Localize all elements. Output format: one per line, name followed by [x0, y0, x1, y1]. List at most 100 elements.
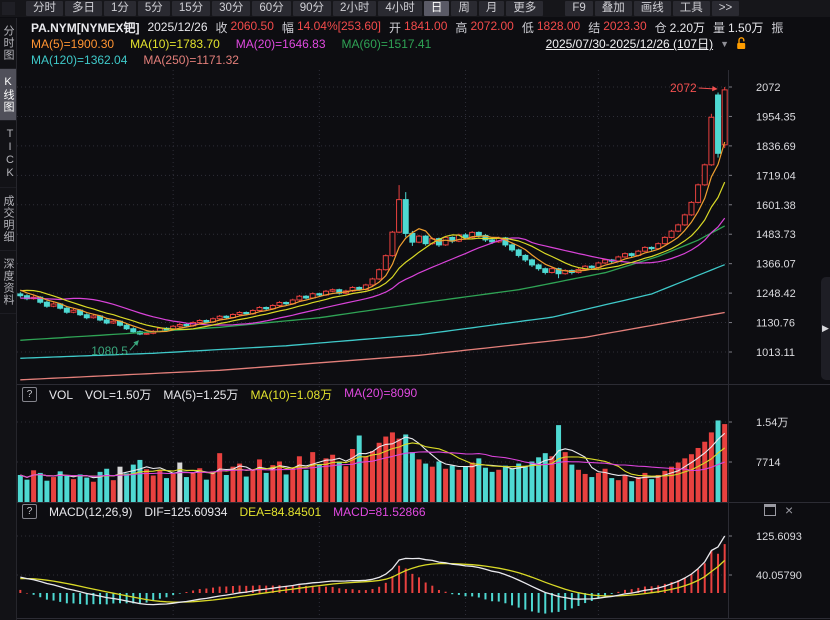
toolbar-button[interactable]: 30分: [212, 1, 251, 16]
sidebar-item[interactable]: 分时图: [0, 18, 16, 69]
toolbar-button[interactable]: 90分: [292, 1, 331, 16]
axis-label: 1130.76: [756, 318, 795, 330]
quote-field: 结 2023.30: [588, 19, 646, 35]
ma-legend-row-1: MA(5)=1900.30 MA(10)=1783.70 MA(20)=1646.8…: [17, 36, 830, 51]
toolbar-button[interactable]: 5分: [137, 1, 170, 16]
quote-field-label: 收: [215, 20, 228, 35]
app-corner-icon: [2, 2, 15, 15]
maximize-icon[interactable]: [764, 504, 776, 516]
toolbar-button[interactable]: 画线: [633, 1, 671, 16]
quote-fields: 收 2060.50 幅 14.04%[253.60] 开 1841.00 高 2072.00 低…: [216, 19, 787, 35]
close-icon[interactable]: ×: [785, 502, 794, 518]
quote-field: 低 1828.00: [522, 19, 580, 35]
indicator-value: DEA=84.84501: [239, 504, 322, 519]
toolbar-items: 分时 多日 1分 5分 15分 30分 60分 90分 2小时 4小时日周月更多 F9 叠加 画线 工具 >…: [26, 1, 740, 16]
quote-field-label: 低: [521, 20, 534, 35]
sidebar-item[interactable]: TICK: [0, 121, 16, 188]
axis-label: 1483.73: [756, 229, 796, 241]
indicator-value: MA(5)=1.25万: [163, 388, 239, 402]
date-range-block: 2025/07/30-2025/12/26 (107日) ▼: [546, 36, 830, 51]
quote-row: PA.NYM[NYMEX钯] 2025/12/26 收 2060.50 幅 14.04…: [17, 19, 830, 35]
toolbar-button[interactable]: F9: [565, 1, 593, 16]
quote-field-label: 量: [713, 20, 726, 35]
toolbar-button[interactable]: 2小时: [333, 1, 377, 16]
indicator-value: VOL=1.50万: [85, 388, 152, 402]
toolbar-button[interactable]: 多日: [65, 1, 102, 16]
toolbar-button[interactable]: 60分: [252, 1, 291, 16]
sidebar-item[interactable]: 成交明细: [0, 188, 16, 251]
high-price-annotation: 2072: [670, 81, 697, 95]
toolbar-button[interactable]: 工具: [672, 1, 710, 16]
sidebar-item[interactable]: 深度资料: [0, 251, 16, 314]
indicator-value: MA(20)=8090: [344, 386, 418, 400]
quote-field-label: 幅: [281, 20, 294, 35]
volume-panel-header: ? VOL VOL=1.50万 MA(5)=1.25万 MA(10)=1.08万 MA…: [22, 386, 418, 402]
lock-open-icon[interactable]: [736, 37, 747, 50]
quote-field-value: 2060.50: [230, 19, 274, 33]
toolbar-button[interactable]: >>: [711, 1, 740, 16]
quote-field-label: 开: [389, 20, 402, 35]
ma-values-1: MA(5)=1900.30 MA(10)=1783.70 MA(20)=1646.8…: [31, 37, 431, 51]
macd-indicator-name[interactable]: MACD(12,26,9): [49, 504, 133, 519]
axis-label: 125.6093: [756, 531, 802, 543]
ma-values-2: MA(120)=1362.04 MA(250)=1171.32: [31, 53, 239, 67]
low-price-annotation: 1080.5: [91, 344, 128, 358]
quote-field: 幅 14.04%[253.60]: [282, 19, 381, 35]
view-sidebar: 分时图 K线图 TICK 成交明细 深度资料: [0, 18, 17, 620]
quote-field: 高 2072.00: [455, 19, 513, 35]
indicator-value: MA(120)=1362.04: [31, 52, 128, 67]
axis-label: 1719.04: [756, 170, 796, 182]
toolbar-button[interactable]: 1分: [104, 1, 136, 16]
quote-field: 量 1.50万: [713, 19, 763, 35]
indicator-value: MA(10)=1.08万: [250, 388, 333, 402]
chevron-down-icon[interactable]: ▼: [720, 38, 729, 49]
quote-field: 振: [771, 19, 786, 35]
axis-label: 1836.69: [756, 141, 796, 153]
axis-label: 40.05790: [756, 570, 802, 582]
help-icon[interactable]: ?: [22, 504, 37, 519]
quote-field: 仓 2.20万: [655, 19, 705, 35]
macd-values: DIF=125.60934 DEA=84.84501 MACD=81.52866: [144, 505, 425, 519]
volume-indicator-name[interactable]: VOL: [49, 387, 74, 402]
axis-label: 1366.07: [756, 259, 796, 271]
quote-field-label: 振: [771, 20, 784, 35]
indicator-value: MA(10)=1783.70: [130, 36, 220, 51]
symbol-name: PA.NYM[NYMEX钯]: [31, 20, 140, 35]
toolbar-button[interactable]: 叠加: [594, 1, 632, 16]
indicator-value: MA(20)=1646.83: [235, 36, 326, 51]
quote-field-value: 1.50万: [728, 20, 764, 35]
toolbar-button[interactable]: 15分: [171, 1, 211, 16]
right-panel-expander[interactable]: ▶: [821, 277, 830, 380]
quote-field-label: 高: [455, 20, 468, 35]
indicator-value: MACD=81.52866: [333, 504, 426, 519]
quote-field: 收 2060.50: [216, 19, 274, 35]
quote-field-value: 2023.30: [603, 19, 647, 33]
toolbar-button[interactable]: 日: [423, 1, 450, 16]
date-range-selector[interactable]: 2025/07/30-2025/12/26 (107日): [545, 37, 714, 51]
toolbar-button[interactable]: 4小时: [378, 1, 422, 16]
period-toolbar: 分时 多日 1分 5分 15分 30分 60分 90分 2小时 4小时日周月更多 F9 叠加 画线 工具 >…: [0, 0, 830, 17]
expand-arrow-icon: ▶: [822, 323, 829, 333]
sidebar-item[interactable]: K线图: [0, 69, 16, 121]
quote-field-value: 14.04%[253.60]: [296, 19, 382, 33]
help-icon[interactable]: ?: [22, 387, 37, 402]
toolbar-button[interactable]: 更多: [506, 1, 544, 16]
indicator-value: DIF=125.60934: [144, 504, 228, 519]
quote-field-label: 仓: [654, 20, 667, 35]
axis-label: 2072: [756, 82, 780, 94]
axis-label: 7714: [756, 457, 780, 469]
axis-label: 1954.35: [756, 111, 796, 123]
toolbar-button[interactable]: 周: [451, 1, 477, 16]
quote-field-value: 1828.00: [536, 19, 581, 33]
quote-field: 开 1841.00: [389, 19, 447, 35]
quote-date: 2025/12/26: [147, 20, 208, 34]
ma-legend-row-2: MA(120)=1362.04 MA(250)=1171.32: [17, 52, 830, 67]
quote-field-value: 2072.00: [470, 19, 514, 33]
indicator-value: MA(250)=1171.32: [143, 52, 239, 67]
toolbar-button[interactable]: 分时: [26, 1, 63, 16]
axis-label: 1601.38: [756, 200, 796, 212]
toolbar-button[interactable]: 月: [478, 1, 505, 16]
axis-label: 1013.11: [756, 347, 795, 359]
